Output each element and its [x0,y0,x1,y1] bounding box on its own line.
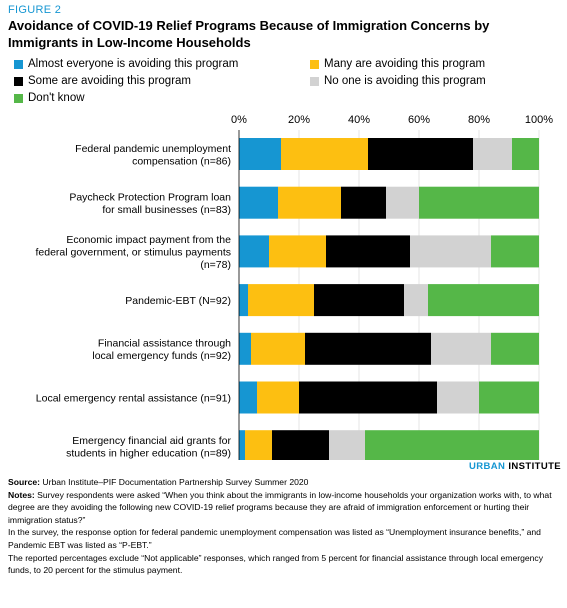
bar-segment [437,381,479,414]
legend-item-dont-know: Don't know [14,92,85,104]
bar-segment [269,235,326,268]
brand-institute: INSTITUTE [505,461,562,472]
category-label: for small businesses (n=83) [102,204,231,216]
legend-label: Don't know [28,92,85,104]
category-label: Federal pandemic unemployment [75,143,231,155]
legend-swatch [310,76,319,86]
bar-segment [239,381,257,414]
category-label: Economic impact payment from the [66,234,231,246]
category-label: federal government, or stimulus payments [35,246,231,258]
legend-swatch [14,93,23,103]
legend-label: Some are avoiding this program [28,75,191,87]
legend-swatch [14,76,23,86]
bar-segment [251,332,305,365]
category-label: Paycheck Protection Program loan [69,191,231,203]
bar-segment [512,138,539,170]
legend-label: Many are avoiding this program [324,58,486,70]
bar-segment [278,186,341,219]
figure-label: FIGURE 2 [8,4,62,16]
notes-text: Survey respondents were asked “When you … [8,489,552,525]
bar-segment [239,332,251,365]
category-label: local emergency funds (n=92) [92,350,231,362]
category-label: Local emergency rental assistance (n=91) [36,393,231,405]
note-2: In the survey, the response option for f… [8,527,541,550]
bar-segment [245,430,272,460]
bar-segment [329,430,365,460]
bar-segment [272,430,329,460]
x-tick-label: 0% [231,114,247,126]
stacked-bar-chart: 0% 20% 40% 60% 80% 100% Federal pandemic unemp… [35,114,553,460]
legend-item-some: Some are avoiding this program [14,75,191,87]
x-tick-label: 20% [288,114,310,126]
x-tick-label: 100% [525,114,553,126]
bar-segment [281,138,368,170]
bar-segment [299,381,437,414]
bar-segment [326,235,410,268]
category-label: Emergency financial aid grants for [72,435,231,447]
bar-segment [239,138,281,170]
bar-segment [239,430,245,460]
legend-item-many: Many are avoiding this program [310,58,485,70]
legend-item-almost-everyone: Almost everyone is avoiding this program [14,58,238,70]
category-label: compensation (n=86) [132,155,231,167]
bar-segment [314,284,404,317]
bar-segment [479,381,539,414]
source-notes: Source: Urban Institute–PIF Documentatio… [8,476,560,577]
bar-segment [410,235,491,268]
chart-title: Avoidance of COVID-19 Relief Programs Be… [8,18,490,50]
bar-segment [473,138,512,170]
notes-label: Notes: [8,489,35,500]
bar-segment [341,186,386,219]
category-label: Pandemic-EBT (N=92) [125,295,231,307]
bar-segment [419,186,539,219]
bar-segment [491,332,539,365]
source-label: Source: [8,477,40,487]
bar-segment [491,235,539,268]
legend-label: Almost everyone is avoiding this program [28,58,239,70]
legend-item-no-one: No one is avoiding this program [310,75,486,87]
note-3: The reported percentages exclude “Not ap… [8,552,544,576]
bar-segment [257,381,299,414]
legend-label: No one is avoiding this program [324,75,486,87]
brand-urban: URBAN [469,461,506,472]
category-label: Financial assistance through [98,338,231,350]
bar-segment [404,284,428,317]
bar-segment [239,186,278,219]
bar-segment [368,138,473,170]
legend-swatch [14,59,23,69]
bar-segment [365,430,539,460]
bar-segment [239,284,248,317]
bar-segment [239,235,269,268]
bar-segment [428,284,539,317]
category-label: students in higher education (n=89) [66,447,231,459]
urban-institute-logo: URBAN INSTITUTE [469,461,561,472]
x-tick-label: 80% [468,114,490,126]
source-text: Urban Institute–PIF Documentation Partne… [40,477,309,487]
x-tick-label: 40% [348,114,370,126]
x-tick-label: 60% [408,114,430,126]
category-label: (n=78) [200,259,231,271]
bar-segment [386,186,419,219]
bar-segment [248,284,314,317]
bar-segment [305,332,431,365]
legend-swatch [310,59,319,69]
bar-segment [431,332,491,365]
